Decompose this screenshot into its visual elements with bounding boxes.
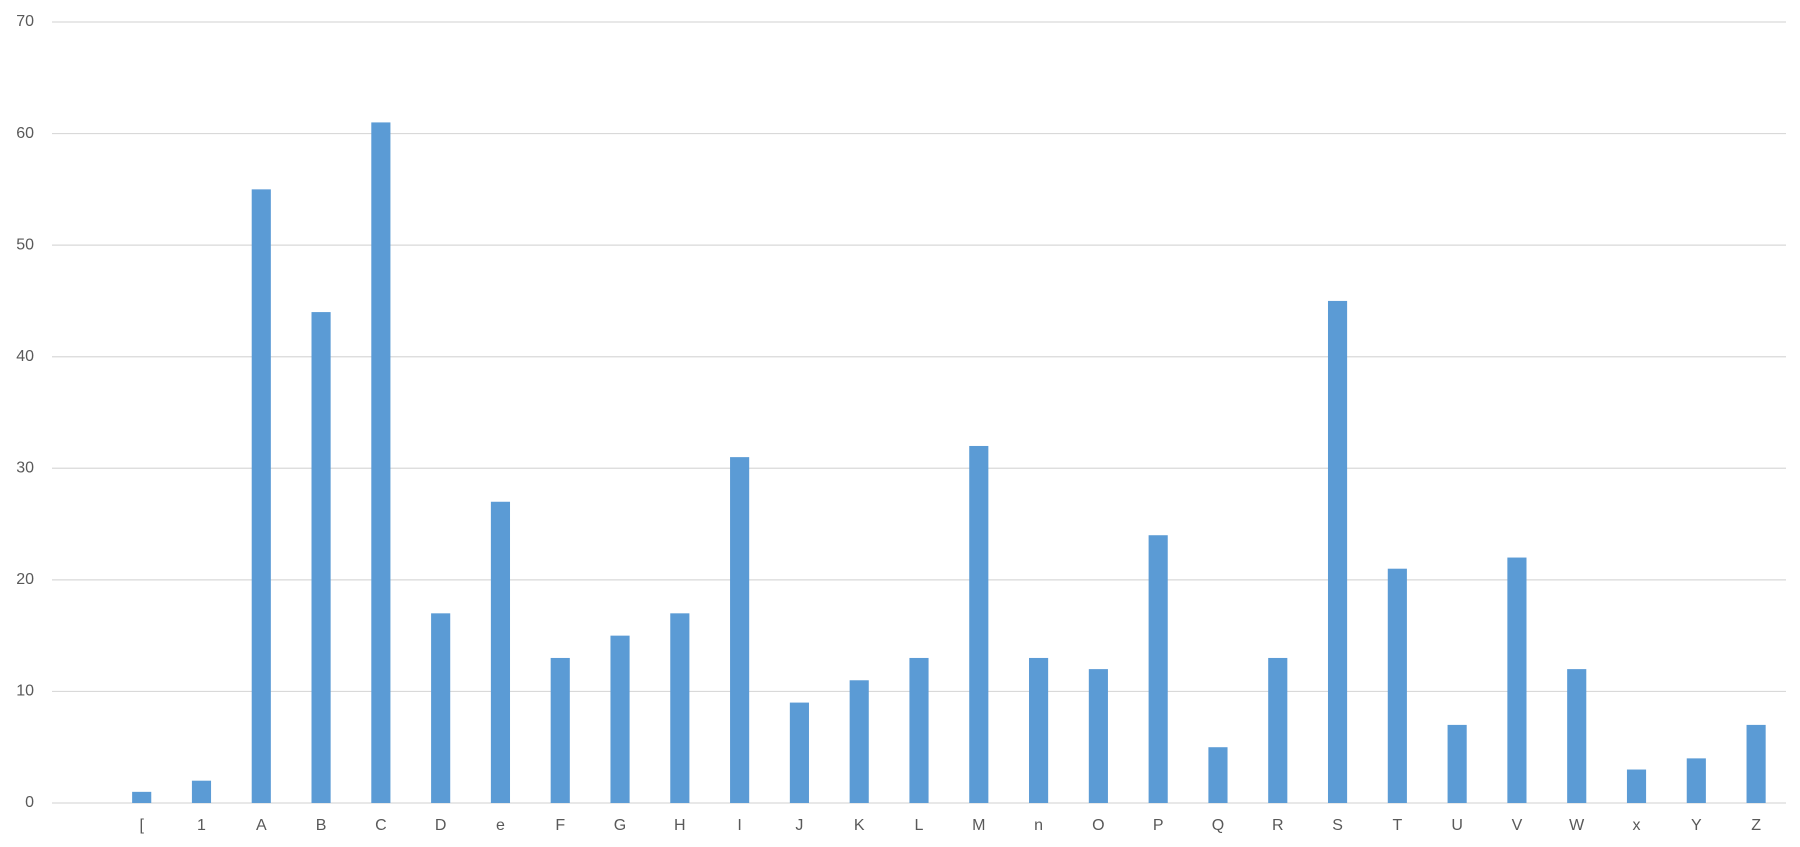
x-tick-label: Y [1691, 817, 1702, 834]
bar [969, 445, 989, 803]
x-tick-label: H [674, 817, 686, 834]
bar [191, 780, 212, 803]
x-tick-label: 1 [197, 817, 206, 834]
y-tick-label: 70 [16, 13, 34, 30]
x-tick-label: x [1633, 817, 1641, 834]
x-tick-label: B [316, 817, 327, 834]
bar [1686, 758, 1706, 803]
bar [670, 613, 690, 803]
bar [1029, 657, 1049, 803]
bar [610, 635, 630, 803]
x-tick-label: Z [1751, 817, 1761, 834]
bar [490, 501, 511, 803]
y-tick-label: 40 [16, 348, 34, 365]
bar [1626, 769, 1647, 803]
y-tick-label: 60 [16, 125, 34, 142]
bar [1447, 724, 1467, 803]
bar [849, 680, 869, 803]
x-tick-label: C [375, 817, 387, 834]
x-tick-label: G [614, 817, 626, 834]
bar [1327, 300, 1348, 803]
x-tick-label: W [1569, 817, 1585, 834]
bar [1387, 568, 1407, 803]
x-tick-label: e [496, 817, 505, 834]
bar [431, 613, 451, 803]
x-tick-label: S [1332, 817, 1343, 834]
bar [1567, 669, 1587, 803]
bar [1088, 669, 1108, 803]
x-tick-label: U [1451, 817, 1463, 834]
x-tick-label: [ [139, 817, 144, 834]
x-tick-label: P [1153, 817, 1164, 834]
bar [311, 312, 331, 803]
x-tick-label: T [1392, 817, 1402, 834]
x-tick-label: F [555, 817, 565, 834]
y-tick-label: 10 [16, 683, 34, 700]
x-tick-label: K [854, 817, 865, 834]
bar [1746, 724, 1766, 803]
y-tick-label: 20 [16, 571, 34, 588]
bar [730, 457, 750, 803]
x-tick-label: n [1034, 817, 1043, 834]
x-tick-label: V [1512, 817, 1523, 834]
x-tick-label: D [435, 817, 447, 834]
y-tick-label: 50 [16, 236, 34, 253]
bar [1208, 747, 1228, 803]
bar [789, 702, 809, 803]
y-tick-label: 30 [16, 460, 34, 477]
bar [1268, 657, 1288, 803]
bar [132, 791, 152, 803]
x-tick-label: O [1092, 817, 1104, 834]
x-tick-label: J [795, 817, 803, 834]
x-tick-label: A [256, 817, 267, 834]
y-tick-label: 0 [25, 794, 34, 811]
bar [1507, 557, 1527, 803]
x-tick-label: R [1272, 817, 1284, 834]
bar [909, 657, 929, 803]
x-tick-label: L [915, 817, 924, 834]
bar [1148, 535, 1168, 803]
x-tick-label: I [737, 817, 741, 834]
bar [251, 189, 271, 803]
x-tick-label: M [972, 817, 985, 834]
bar [550, 657, 570, 803]
x-tick-label: Q [1212, 817, 1224, 834]
bar [371, 122, 391, 803]
